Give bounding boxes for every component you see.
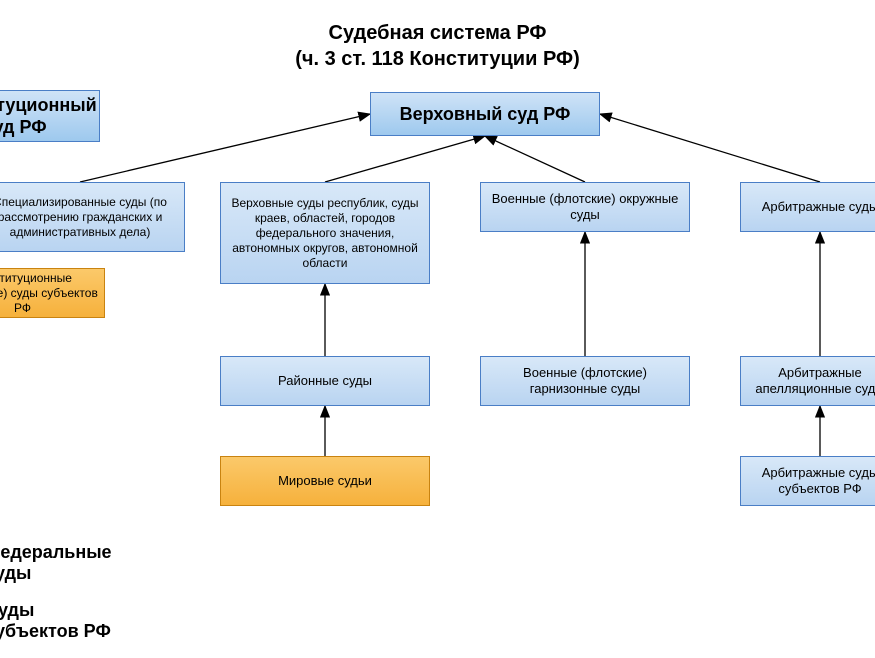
diagram-title-line1: Судебная система РФ [0,22,875,45]
edge-supreme_regional-supreme [325,136,485,182]
node-specialized: Специализированные суды (по рассмотрению… [0,182,185,252]
node-arbitration_appeal: Арбитражные апелляционные суды [740,356,875,406]
node-military_district: Военные (флотские) окружные суды [480,182,690,232]
diagram-canvas: Судебная система РФ (ч. 3 ст. 118 Консти… [0,0,875,658]
node-const_subjects: Конституционные (уставные) суды субъекто… [0,268,105,318]
node-magistrates: Мировые судьи [220,456,430,506]
diagram-title-line2: (ч. 3 ст. 118 Конституции РФ) [0,48,875,71]
legend-federal: Федеральные суды [0,542,112,584]
node-arbitration_subjects: Арбитражные суды субъектов РФ [740,456,875,506]
legend-subjects: Суды субъектов РФ [0,600,111,642]
node-arbitration: Арбитражные суды [740,182,875,232]
edge-arbitration-supreme [600,114,820,182]
edge-military_district-supreme [485,136,585,182]
edge-specialized-supreme [80,114,370,182]
node-military_garrison: Военные (флотские) гарнизонные суды [480,356,690,406]
node-supreme: Верховный суд РФ [370,92,600,136]
node-supreme_regional: Верховные суды республик, суды краев, об… [220,182,430,284]
node-const_court: Конституционный суд РФ [0,90,100,142]
node-district_courts: Районные суды [220,356,430,406]
